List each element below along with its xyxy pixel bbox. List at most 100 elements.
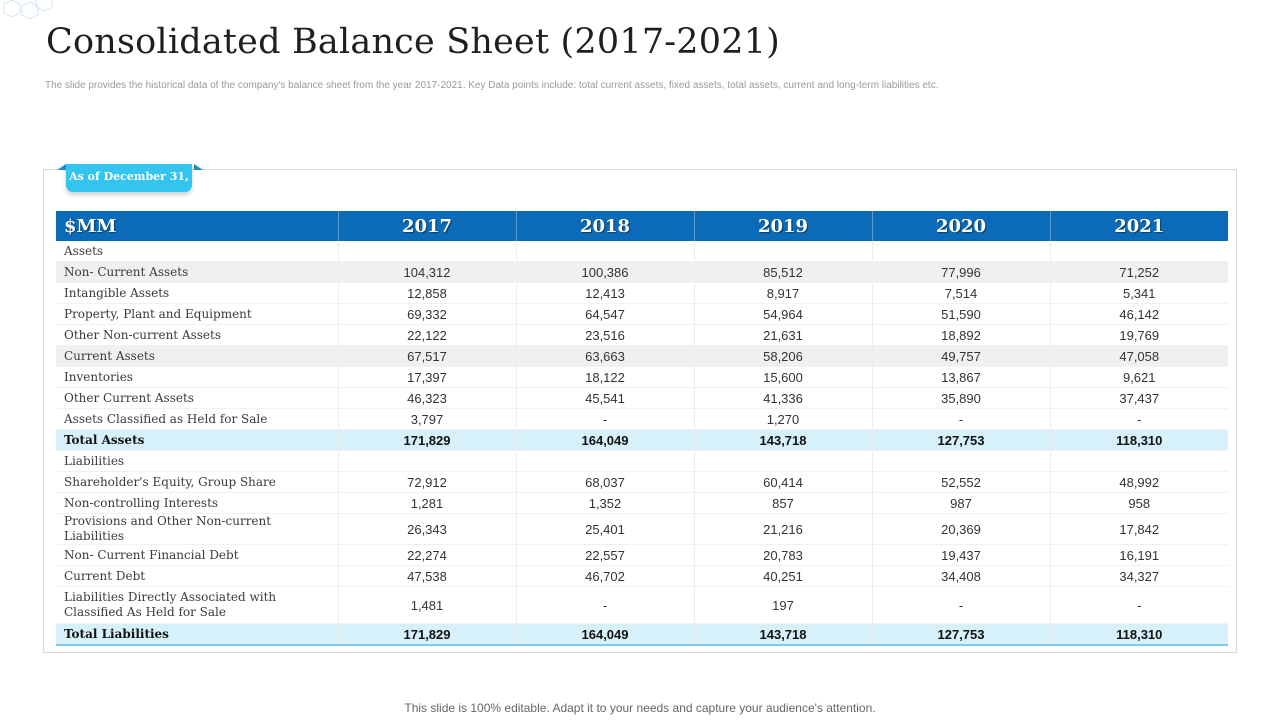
header-label-cell: $MM bbox=[56, 211, 339, 241]
value-cell: 20,369 bbox=[872, 513, 1051, 545]
header-year-cell: 2018 bbox=[516, 211, 695, 241]
value-cell: 15,600 bbox=[694, 366, 873, 388]
value-cell: 171,829 bbox=[338, 623, 517, 646]
value-cell: 17,842 bbox=[1050, 513, 1228, 545]
row-label-cell: Assets Classified as Held for Sale bbox=[56, 408, 339, 430]
header-year-cell: 2020 bbox=[872, 211, 1051, 241]
value-cell: 22,122 bbox=[338, 324, 517, 346]
value-cell: 49,757 bbox=[872, 345, 1051, 367]
value-cell: 857 bbox=[694, 492, 873, 514]
row-label-cell: Non- Current Assets bbox=[56, 261, 339, 283]
table-row: Non-controlling Interests 1,281 1,352 857 98… bbox=[56, 492, 1228, 514]
table-row: Total Liabilities 171,829 164,049 143,718 12… bbox=[56, 623, 1228, 646]
value-cell: 19,769 bbox=[1050, 324, 1228, 346]
row-label-cell: Current Assets bbox=[56, 345, 339, 367]
value-cell: 171,829 bbox=[338, 429, 517, 451]
value-cell: 3,797 bbox=[338, 408, 517, 430]
row-label-cell: Total Assets bbox=[56, 429, 339, 451]
value-cell: 34,408 bbox=[872, 565, 1051, 587]
table-header-row: $MM 2017 2018 2019 2020 2021 bbox=[56, 211, 1228, 241]
row-label-cell: Non- Current Financial Debt bbox=[56, 544, 339, 566]
value-cell: 164,049 bbox=[516, 429, 695, 451]
table-body: Assets Non- Current Assets 104,312 100,386 8… bbox=[56, 241, 1228, 646]
value-cell: 164,049 bbox=[516, 623, 695, 646]
value-cell: 85,512 bbox=[694, 261, 873, 283]
value-cell: 127,753 bbox=[872, 623, 1051, 646]
value-cell: - bbox=[872, 408, 1051, 430]
value-cell bbox=[516, 450, 695, 472]
value-cell: 1,352 bbox=[516, 492, 695, 514]
value-cell: 118,310 bbox=[1050, 623, 1228, 646]
value-cell: 143,718 bbox=[694, 429, 873, 451]
value-cell: 35,890 bbox=[872, 387, 1051, 409]
table-row: Liabilities Directly Associated with Cla… bbox=[56, 586, 1228, 624]
value-cell: 37,437 bbox=[1050, 387, 1228, 409]
value-cell: 63,663 bbox=[516, 345, 695, 367]
value-cell: 47,058 bbox=[1050, 345, 1228, 367]
table-row: Current Debt 47,538 46,702 40,251 34,408 34,3… bbox=[56, 565, 1228, 587]
table-row: Inventories 17,397 18,122 15,600 13,867 9,621 bbox=[56, 366, 1228, 388]
value-cell bbox=[516, 241, 695, 262]
value-cell bbox=[694, 450, 873, 472]
table-row: Property, Plant and Equipment 69,332 64,54… bbox=[56, 303, 1228, 325]
value-cell: 60,414 bbox=[694, 471, 873, 493]
row-label-cell: Inventories bbox=[56, 366, 339, 388]
value-cell: 45,541 bbox=[516, 387, 695, 409]
value-cell: 67,517 bbox=[338, 345, 517, 367]
value-cell: 18,122 bbox=[516, 366, 695, 388]
row-label-cell: Provisions and Other Non-current Liabili… bbox=[56, 513, 339, 545]
header-year-cell: 2017 bbox=[338, 211, 517, 241]
value-cell: 46,323 bbox=[338, 387, 517, 409]
header-year-cell: 2019 bbox=[694, 211, 873, 241]
row-label-cell: Non-controlling Interests bbox=[56, 492, 339, 514]
value-cell: - bbox=[872, 586, 1051, 624]
row-label-cell: Liabilities bbox=[56, 450, 339, 472]
value-cell: - bbox=[1050, 586, 1228, 624]
row-label-cell: Total Liabilities bbox=[56, 623, 339, 646]
value-cell: 23,516 bbox=[516, 324, 695, 346]
value-cell: 1,481 bbox=[338, 586, 517, 624]
value-cell: 72,912 bbox=[338, 471, 517, 493]
hexagon-decoration-icon bbox=[3, 0, 53, 20]
value-cell bbox=[872, 450, 1051, 472]
value-cell: 21,631 bbox=[694, 324, 873, 346]
page-title: Consolidated Balance Sheet (2017-2021) bbox=[46, 22, 781, 62]
value-cell: 34,327 bbox=[1050, 565, 1228, 587]
value-cell: 987 bbox=[872, 492, 1051, 514]
value-cell: 68,037 bbox=[516, 471, 695, 493]
value-cell: 16,191 bbox=[1050, 544, 1228, 566]
value-cell: 197 bbox=[694, 586, 873, 624]
date-badge: As of December 31, bbox=[66, 164, 192, 192]
table-row: Assets bbox=[56, 241, 1228, 262]
value-cell: 46,702 bbox=[516, 565, 695, 587]
value-cell: 12,858 bbox=[338, 282, 517, 304]
value-cell: 71,252 bbox=[1050, 261, 1228, 283]
value-cell: 47,538 bbox=[338, 565, 517, 587]
value-cell: - bbox=[1050, 408, 1228, 430]
balance-sheet-table: $MM 2017 2018 2019 2020 2021 Assets Non- … bbox=[56, 211, 1228, 646]
value-cell: - bbox=[516, 408, 695, 430]
value-cell: 52,552 bbox=[872, 471, 1051, 493]
value-cell: 77,996 bbox=[872, 261, 1051, 283]
table-row: Assets Classified as Held for Sale 3,797-… bbox=[56, 408, 1228, 430]
value-cell bbox=[1050, 241, 1228, 262]
value-cell: 46,142 bbox=[1050, 303, 1228, 325]
value-cell bbox=[338, 450, 517, 472]
value-cell bbox=[872, 241, 1051, 262]
table-row: Shareholder's Equity, Group Share 72,912 6… bbox=[56, 471, 1228, 493]
value-cell: 22,557 bbox=[516, 544, 695, 566]
value-cell: 100,386 bbox=[516, 261, 695, 283]
value-cell: 18,892 bbox=[872, 324, 1051, 346]
row-label-cell: Liabilities Directly Associated with Cla… bbox=[56, 586, 339, 624]
value-cell: 51,590 bbox=[872, 303, 1051, 325]
value-cell: 21,216 bbox=[694, 513, 873, 545]
value-cell: 9,621 bbox=[1050, 366, 1228, 388]
value-cell: 20,783 bbox=[694, 544, 873, 566]
value-cell: 5,341 bbox=[1050, 282, 1228, 304]
value-cell: 25,401 bbox=[516, 513, 695, 545]
value-cell: 7,514 bbox=[872, 282, 1051, 304]
ribbon-fold-icon bbox=[57, 164, 203, 170]
row-label-cell: Property, Plant and Equipment bbox=[56, 303, 339, 325]
value-cell bbox=[694, 241, 873, 262]
table-row: Current Assets 67,517 63,663 58,206 49,757 47… bbox=[56, 345, 1228, 367]
